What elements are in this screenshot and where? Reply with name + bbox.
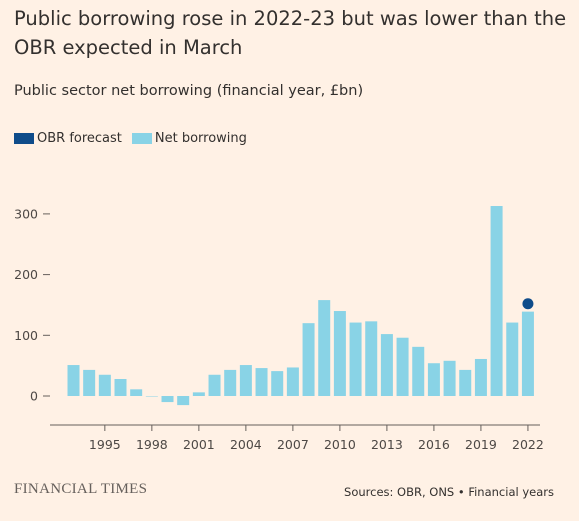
forecast-point-2022 (522, 298, 534, 310)
bar-2009 (318, 300, 331, 396)
chart-subtitle: Public sector net borrowing (financial y… (14, 83, 364, 99)
bar-2019 (474, 358, 487, 396)
legend-swatch-forecast (14, 133, 34, 144)
x-tick-label-2001: 2001 (183, 437, 215, 452)
bar-2001 (192, 392, 205, 396)
y-tick-label-300: 300 (14, 206, 38, 221)
bar-2006 (271, 371, 284, 396)
bar-1994 (83, 369, 96, 396)
bar-2000 (177, 396, 190, 406)
x-tick-label-2013: 2013 (371, 437, 403, 452)
y-tick-label-200: 200 (14, 267, 38, 282)
bar-2017 (443, 360, 456, 396)
x-tick-label-2022: 2022 (512, 437, 544, 452)
bar-2022 (521, 311, 534, 396)
brand-logo: FINANCIAL TIMES (14, 481, 148, 497)
bar-2021 (506, 322, 519, 396)
chart-title: Public borrowing rose in 2022-23 but was… (14, 7, 567, 59)
x-tick-label-2007: 2007 (277, 437, 309, 452)
bar-2013 (380, 334, 393, 396)
y-tick-label-0: 0 (30, 389, 38, 404)
bar-1997 (130, 389, 143, 396)
bar-2010 (333, 311, 346, 396)
bar-2015 (412, 346, 425, 396)
bar-2003 (224, 369, 237, 396)
x-tick-label-2004: 2004 (230, 437, 262, 452)
bar-2014 (396, 337, 409, 396)
bar-1998 (145, 396, 158, 397)
legend: OBR forecast Net borrowing (14, 131, 257, 146)
bar-2018 (459, 369, 472, 396)
bar-2002 (208, 374, 221, 396)
bar-1996 (114, 379, 127, 396)
bar-1995 (98, 374, 111, 396)
bar-2008 (302, 323, 315, 396)
bar-2020 (490, 206, 503, 396)
legend-item-net-borrowing: Net borrowing (131, 131, 247, 146)
legend-swatch-net-borrowing (131, 133, 152, 144)
source-note: Sources: OBR, ONS • Financial years (344, 485, 554, 499)
bar-2012 (365, 321, 378, 396)
y-tick-label-100: 100 (14, 328, 38, 343)
legend-label-net-borrowing: Net borrowing (154, 131, 247, 146)
bar-1993 (67, 365, 80, 396)
legend-label-forecast: OBR forecast (37, 131, 122, 146)
bar-2005 (255, 368, 268, 396)
x-tick-label-2010: 2010 (324, 437, 356, 452)
x-tick-label-1998: 1998 (136, 437, 168, 452)
x-tick-label-2019: 2019 (465, 437, 497, 452)
bar-2016 (427, 363, 440, 396)
x-tick-label-1995: 1995 (89, 437, 121, 452)
x-tick-label-2016: 2016 (418, 437, 450, 452)
bar-2004 (239, 365, 252, 396)
bar-1999 (161, 396, 174, 403)
legend-item-forecast: OBR forecast (14, 131, 122, 146)
bar-2011 (349, 322, 362, 396)
bar-2007 (286, 367, 299, 396)
